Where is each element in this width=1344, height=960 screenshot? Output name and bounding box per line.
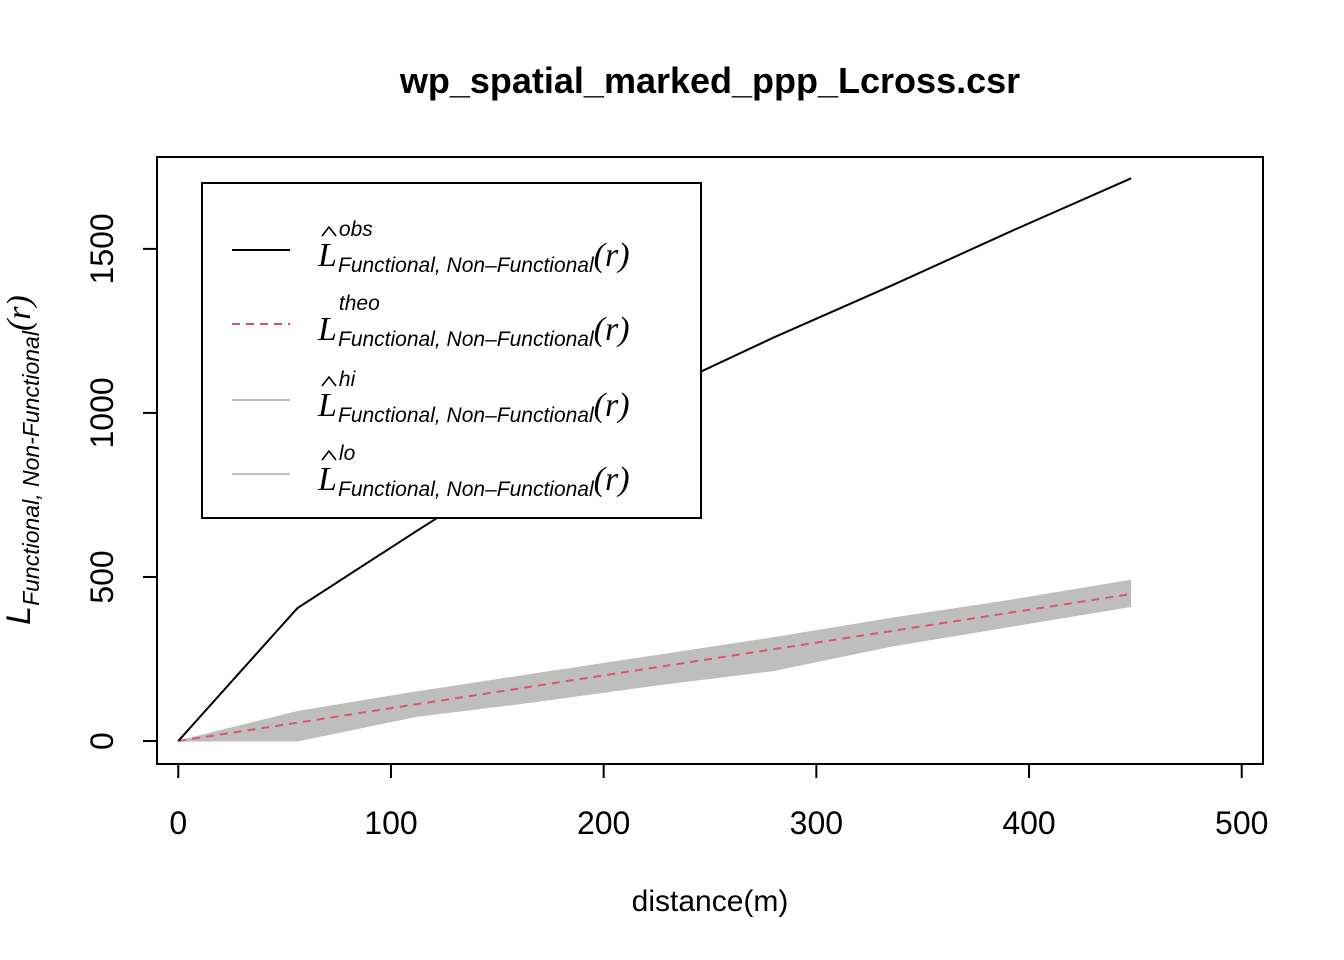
y-axis: 0 500 1000 1500: [84, 213, 158, 750]
x-tick-label: 200: [577, 805, 630, 841]
chart-title: wp_spatial_marked_ppp_Lcross.csr: [399, 60, 1020, 101]
legend-label-superscript: theo: [339, 292, 380, 315]
legend-label-sub-hi: Functional, Non–Functional(r): [338, 387, 630, 427]
hat-accent-icon: [321, 225, 337, 237]
x-tick-label: 100: [364, 805, 417, 841]
svg-text:LFunctional, Non-Functional(r): LFunctional, Non-Functional(r): [0, 295, 44, 625]
x-tick-label: 0: [169, 805, 187, 841]
envelope-layer: [178, 579, 1132, 742]
x-tick-label: 300: [790, 805, 843, 841]
y-axis-label-main: L: [0, 606, 38, 625]
legend-label-arg: (r): [594, 311, 630, 348]
series-line-lo: [178, 606, 1132, 742]
y-axis-label: LFunctional, Non-Functional(r): [0, 295, 44, 625]
legend-label-subscript: Functional, Non–Functional: [338, 254, 595, 277]
hat-accent-icon: [321, 375, 337, 387]
legend-label-superscript: lo: [339, 442, 356, 465]
x-tick-label: 500: [1215, 805, 1268, 841]
legend-label-main: L: [317, 387, 337, 424]
legend-label-sub-theo: Functional, Non–Functional(r): [338, 311, 630, 351]
legend-label-hi: Lhi: [317, 368, 357, 424]
legend-label-lo: Llo: [317, 442, 356, 498]
legend-label-theo: Ltheo: [317, 292, 380, 348]
envelope-band: [178, 580, 1132, 742]
y-axis-label-subscript: Functional, Non-Functional: [18, 330, 44, 606]
y-tick-label: 0: [84, 732, 120, 750]
x-tick-label: 400: [1002, 805, 1055, 841]
legend-label-sub-obs: Functional, Non–Functional(r): [338, 237, 630, 277]
x-axis: 0 100 200 300 400 500: [169, 763, 1268, 841]
legend-label-superscript: obs: [339, 218, 373, 241]
legend-label-subscript: Functional, Non–Functional: [338, 478, 595, 501]
y-axis-label-arg: (r): [1, 295, 38, 331]
legend-label-main: L: [317, 461, 337, 498]
x-axis-label: distance(m): [632, 885, 789, 918]
y-tick-label: 500: [84, 550, 120, 603]
legend-label-subscript: Functional, Non–Functional: [338, 404, 595, 427]
legend-label-arg: (r): [594, 387, 630, 424]
legend-label-obs: Lobs: [317, 218, 373, 274]
legend-label-main: L: [317, 311, 337, 348]
hat-accent-icon: [321, 449, 337, 461]
legend-label-superscript: hi: [339, 368, 357, 391]
series-line-theo: [178, 593, 1132, 743]
legend-label-sub-lo: Functional, Non–Functional(r): [338, 461, 630, 501]
legend-box: [201, 182, 702, 519]
legend-label-arg: (r): [594, 237, 630, 274]
legend-label-arg: (r): [594, 461, 630, 498]
y-tick-label: 1500: [84, 213, 120, 284]
y-tick-label: 1000: [84, 377, 120, 448]
legend-label-main: L: [317, 237, 337, 274]
series-line-hi: [178, 579, 1132, 742]
legend-label-subscript: Functional, Non–Functional: [338, 328, 595, 351]
